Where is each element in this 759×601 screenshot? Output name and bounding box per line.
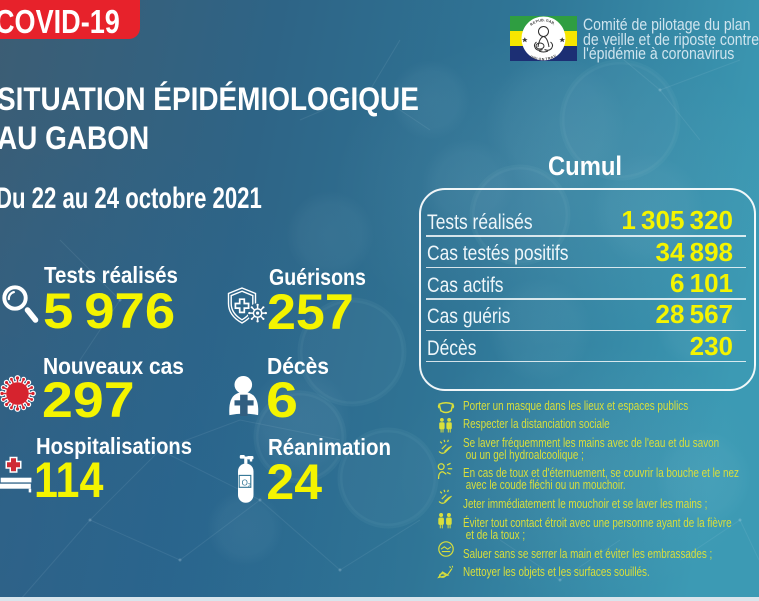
svg-text:G: G: [546, 18, 550, 22]
svg-text:N: N: [542, 57, 545, 61]
svg-text:E: E: [532, 20, 536, 25]
svg-text:T: T: [545, 57, 548, 61]
svg-text:.: .: [544, 18, 545, 22]
svg-text:2: 2: [248, 483, 251, 489]
svg-text:O: O: [538, 57, 541, 61]
svg-text:.: .: [553, 22, 556, 26]
svg-text:U: U: [538, 18, 542, 22]
svg-text:R: R: [548, 56, 552, 60]
svg-text:P: P: [535, 19, 539, 24]
svg-text:R: R: [529, 21, 534, 26]
svg-text:B: B: [551, 20, 555, 25]
svg-text:N: N: [533, 55, 537, 60]
svg-text:B: B: [541, 18, 544, 22]
svg-text:A: A: [550, 55, 554, 60]
svg-text:I: I: [536, 56, 537, 60]
svg-text:V: V: [553, 53, 557, 58]
svg-text:O: O: [242, 478, 248, 487]
svg-text:U: U: [530, 54, 534, 59]
svg-text:A: A: [548, 19, 552, 24]
